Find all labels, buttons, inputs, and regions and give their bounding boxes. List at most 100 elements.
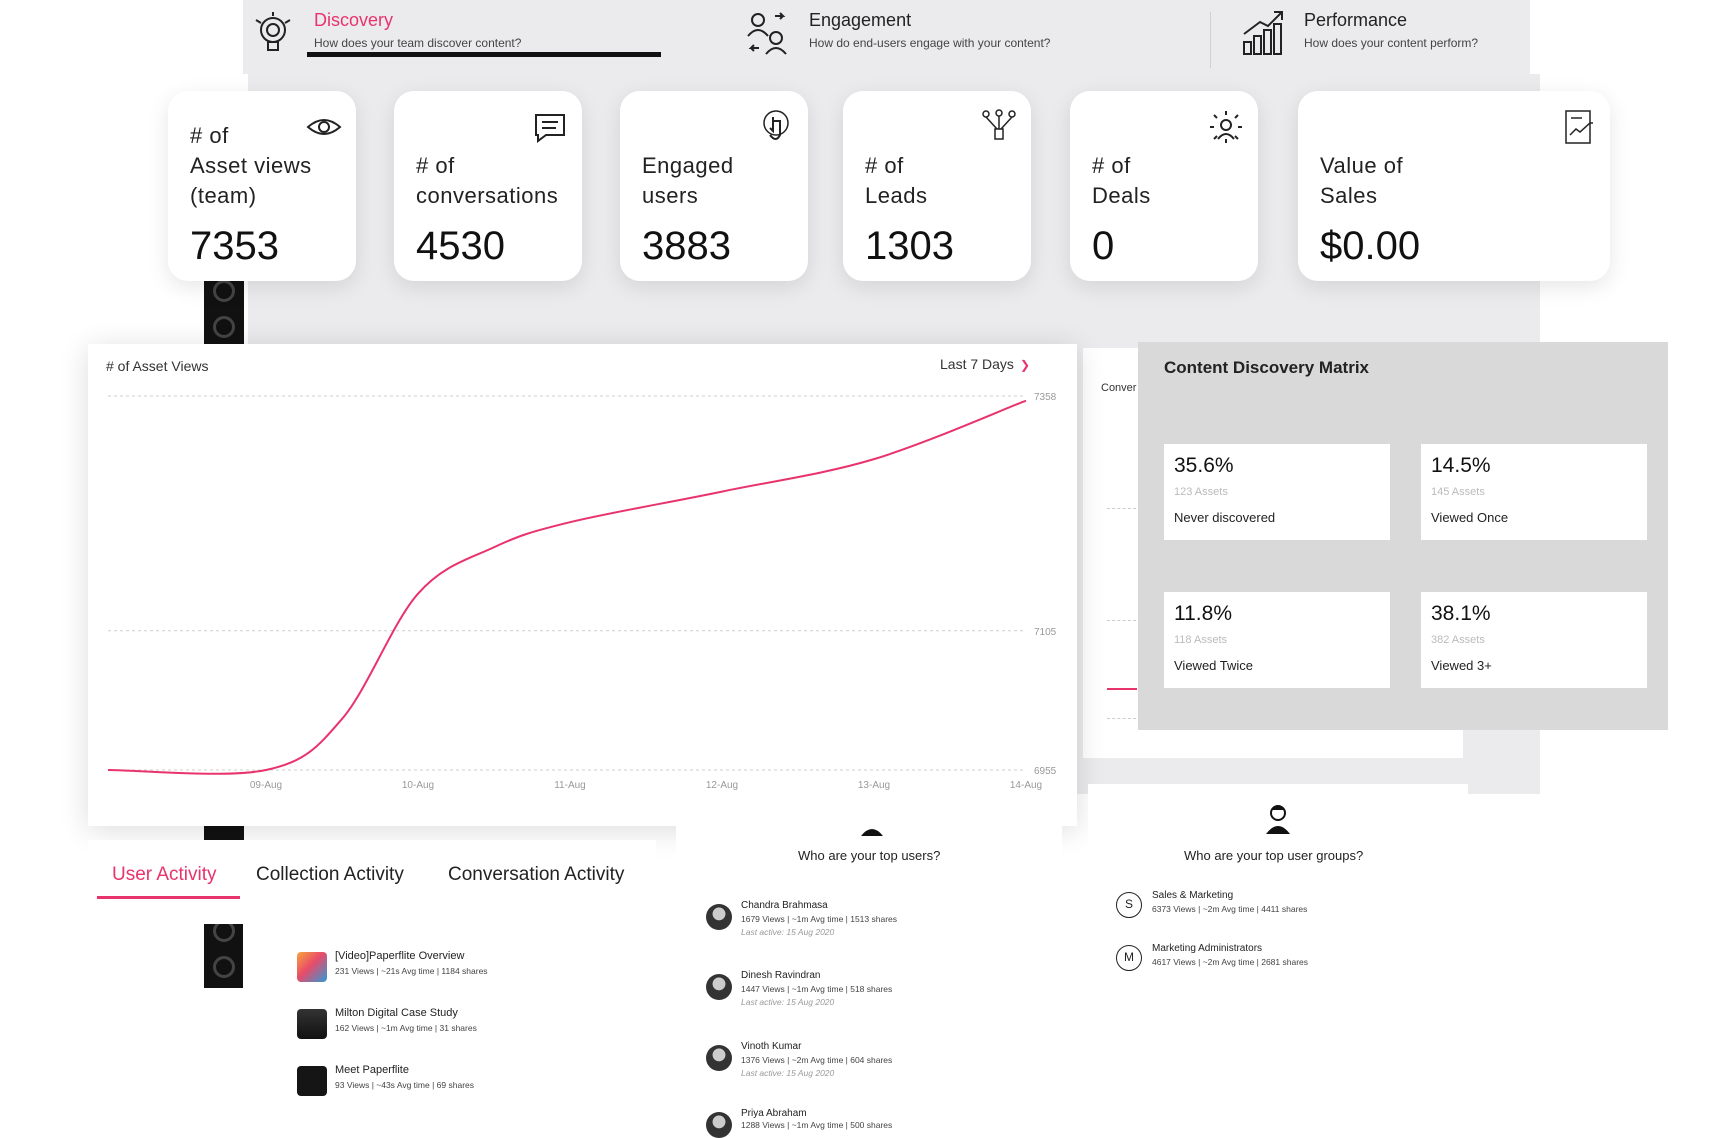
x-tick-label: 10-Aug	[402, 780, 434, 791]
tab-engagement[interactable]: Engagement How do end-users engage with …	[745, 0, 1175, 74]
kpi-card-engaged-users[interactable]: Engaged users 3883	[620, 91, 808, 281]
kpi-label: users	[642, 183, 699, 208]
date-range-value: Last 7 Days	[940, 356, 1014, 372]
activity-tab-bar: User Activity Collection Activity Conver…	[88, 840, 656, 924]
user-meta: 1447 Views | ~1m Avg time | 518 shares	[741, 984, 893, 994]
active-activity-tab-underline	[97, 896, 240, 899]
strip-icon	[213, 956, 235, 978]
users-exchange-icon	[747, 12, 787, 55]
tab-separator	[1210, 12, 1211, 68]
tab-collection-activity[interactable]: Collection Activity	[256, 864, 404, 885]
kpi-value: 3883	[642, 224, 731, 268]
tab-title: Discovery	[314, 10, 394, 30]
group-avatar: M	[1116, 945, 1142, 971]
kpi-value: 7353	[190, 224, 279, 268]
kpi-label: Engaged	[642, 153, 734, 178]
user-icon	[861, 829, 883, 836]
tab-title: Performance	[1304, 10, 1408, 30]
content-discovery-matrix: Content Discovery Matrix 35.6% 123 Asset…	[1138, 342, 1668, 730]
kpi-label: (team)	[190, 183, 257, 208]
user-meta: 1288 Views | ~1m Avg time | 500 shares	[741, 1120, 893, 1130]
person-icon	[1266, 805, 1290, 834]
tab-subtitle: How do end-users engage with your conten…	[809, 36, 1051, 50]
user-last-active: Last active: 15 Aug 2020	[741, 1068, 835, 1078]
tab-title: Engagement	[809, 10, 912, 30]
tab-performance[interactable]: Performance How does your content perfor…	[1240, 0, 1530, 74]
asset-thumbnail	[297, 1009, 327, 1039]
top-tab-bar	[243, 0, 1530, 74]
tab-conversation-activity[interactable]: Conversation Activity	[448, 864, 625, 885]
kpi-card-deals[interactable]: # of Deals 0	[1070, 91, 1258, 281]
matrix-cell-never-discovered[interactable]: 35.6% 123 Assets Never discovered	[1164, 444, 1390, 540]
asset-title: Meet Paperflite	[335, 1064, 409, 1076]
user-name: Dinesh Ravindran	[741, 970, 821, 981]
strip-icon	[213, 316, 235, 338]
user-name: Vinoth Kumar	[741, 1041, 802, 1052]
matrix-asset-count: 118 Assets	[1174, 634, 1227, 646]
grid-line	[1107, 508, 1157, 509]
matrix-percent: 38.1%	[1431, 602, 1491, 625]
date-range-dropdown[interactable]: Last 7 Days ❯	[940, 356, 1030, 372]
kpi-label: # of	[190, 123, 229, 148]
series-line-fragment	[1107, 688, 1137, 690]
top-groups-panel	[1088, 784, 1468, 991]
conversation-chart-label: Conver	[1101, 382, 1137, 394]
matrix-cell-viewed-twice[interactable]: 11.8% 118 Assets Viewed Twice	[1164, 592, 1390, 688]
matrix-percent: 35.6%	[1174, 454, 1234, 477]
avatar	[706, 1045, 732, 1071]
tab-subtitle: How does your content perform?	[1304, 36, 1479, 50]
matrix-percent: 11.8%	[1174, 602, 1232, 625]
asset-meta: 231 Views | ~21s Avg time | 1184 shares	[335, 966, 488, 976]
kpi-card-sales-value[interactable]: Value of Sales $0.00	[1298, 91, 1610, 281]
kpi-label: Sales	[1320, 183, 1378, 208]
group-meta: 4617 Views | ~2m Avg time | 2681 shares	[1152, 957, 1309, 967]
kpi-card-conversations[interactable]: # of conversations 4530	[394, 91, 582, 281]
top-groups-question: Who are your top user groups?	[1184, 848, 1364, 863]
matrix-asset-count: 123 Assets	[1174, 486, 1228, 498]
kpi-label: Leads	[865, 183, 928, 208]
document-chart-icon	[1565, 110, 1593, 144]
avatar	[706, 974, 732, 1000]
asset-views-chart-card: # of Asset Views Last 7 Days ❯ 7358 7105 69…	[88, 344, 1077, 826]
chevron-down-icon: ❯	[1019, 358, 1030, 372]
growth-chart-icon	[1243, 11, 1283, 55]
tab-subtitle: How does your team discover content?	[314, 36, 522, 50]
x-tick-label: 09-Aug	[250, 780, 282, 791]
matrix-cell-viewed-once[interactable]: 14.5% 145 Assets Viewed Once	[1421, 444, 1647, 540]
top-users-question: Who are your top users?	[798, 848, 941, 863]
matrix-label: Viewed 3+	[1431, 658, 1492, 673]
kpi-label: Deals	[1092, 183, 1151, 208]
user-meta: 1376 Views | ~2m Avg time | 604 shares	[741, 1055, 893, 1065]
matrix-asset-count: 145 Assets	[1431, 486, 1485, 498]
kpi-value: 0	[1092, 224, 1115, 268]
group-meta: 6373 Views | ~2m Avg time | 4411 shares	[1152, 904, 1308, 914]
tab-discovery[interactable]: Discovery How does your team discover co…	[250, 0, 680, 74]
kpi-label: # of	[865, 153, 904, 178]
kpi-value: 4530	[416, 224, 505, 268]
matrix-asset-count: 382 Assets	[1431, 634, 1485, 646]
chart-title: # of Asset Views	[106, 358, 209, 374]
user-last-active: Last active: 15 Aug 2020	[741, 997, 835, 1007]
strip-icon	[213, 280, 235, 302]
top-users-panel	[676, 800, 1062, 1124]
funnel-network-icon	[982, 109, 1016, 140]
kpi-value: $0.00	[1320, 224, 1421, 268]
active-tab-underline	[307, 52, 661, 57]
matrix-cell-viewed-3plus[interactable]: 38.1% 382 Assets Viewed 3+	[1421, 592, 1647, 688]
matrix-label: Never discovered	[1174, 510, 1276, 525]
kpi-card-leads[interactable]: # of Leads 1303	[843, 91, 1031, 281]
matrix-percent: 14.5%	[1431, 454, 1491, 477]
grid-line	[1107, 620, 1157, 621]
chat-bubble-icon	[535, 114, 565, 143]
asset-thumbnail	[297, 952, 327, 982]
user-name: Priya Abraham	[741, 1108, 807, 1119]
matrix-title: Content Discovery Matrix	[1164, 358, 1369, 377]
tab-user-activity[interactable]: User Activity	[112, 864, 217, 885]
asset-title: [Video]Paperflite Overview	[335, 950, 465, 962]
kpi-label: # of	[416, 153, 455, 178]
group-name: Marketing Administrators	[1152, 943, 1263, 954]
grid-line	[1107, 718, 1157, 719]
asset-thumbnail	[297, 1066, 327, 1096]
asset-meta: 162 Views | ~1m Avg time | 31 shares	[335, 1023, 477, 1033]
kpi-card-asset-views[interactable]: # of Asset views (team) 7353	[168, 91, 356, 281]
